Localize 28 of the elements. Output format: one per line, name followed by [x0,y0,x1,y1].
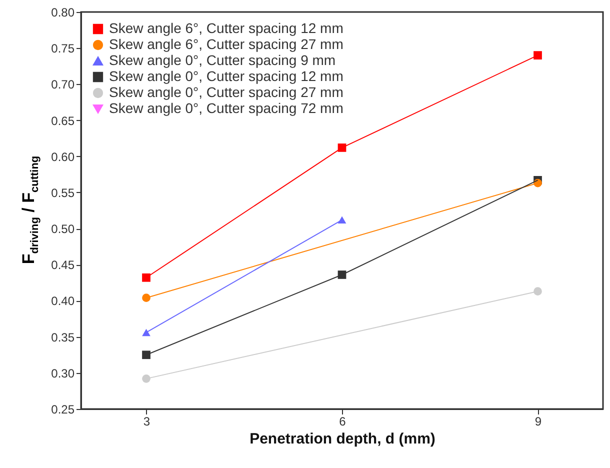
x-axis-title: Penetration depth, d (mm) [250,430,436,448]
legend-label: Skew angle 0°, Cutter spacing 27 mm [109,84,344,100]
legend-label: Skew angle 0°, Cutter spacing 9 mm [109,52,336,68]
legend-label: Skew angle 0°, Cutter spacing 12 mm [109,68,344,84]
y-tick-label: 0.30 [51,366,75,380]
y-tick-label: 0.50 [51,222,75,236]
y-tick-label: 0.40 [51,294,75,308]
point [142,294,150,302]
point [534,51,542,60]
legend-label: Skew angle 6°, Cutter spacing 27 mm [109,36,344,52]
y-tick-label: 0.60 [51,150,75,164]
point [142,350,150,360]
y-tick-label: 0.35 [51,330,75,344]
legend-label: Skew angle 0°, Cutter spacing 72 mm [109,100,344,116]
x-tick-label: 6 [339,414,346,428]
x-tick-label: 3 [143,414,150,428]
point [142,374,150,383]
y-tick-label: 0.45 [51,258,75,272]
y-tick-label: 0.80 [51,6,75,20]
y-tick-label: 0.70 [51,78,75,92]
point [142,273,150,282]
x-tick-label: 9 [534,414,542,428]
y-tick-label: 0.65 [51,114,75,128]
legend-label: Skew angle 6°, Cutter spacing 12 mm [109,20,344,36]
point [534,287,542,296]
y-tick-label: 0.25 [51,402,75,416]
y-tick-label: 0.55 [51,186,75,200]
y-tick-label: 0.75 [51,42,75,56]
